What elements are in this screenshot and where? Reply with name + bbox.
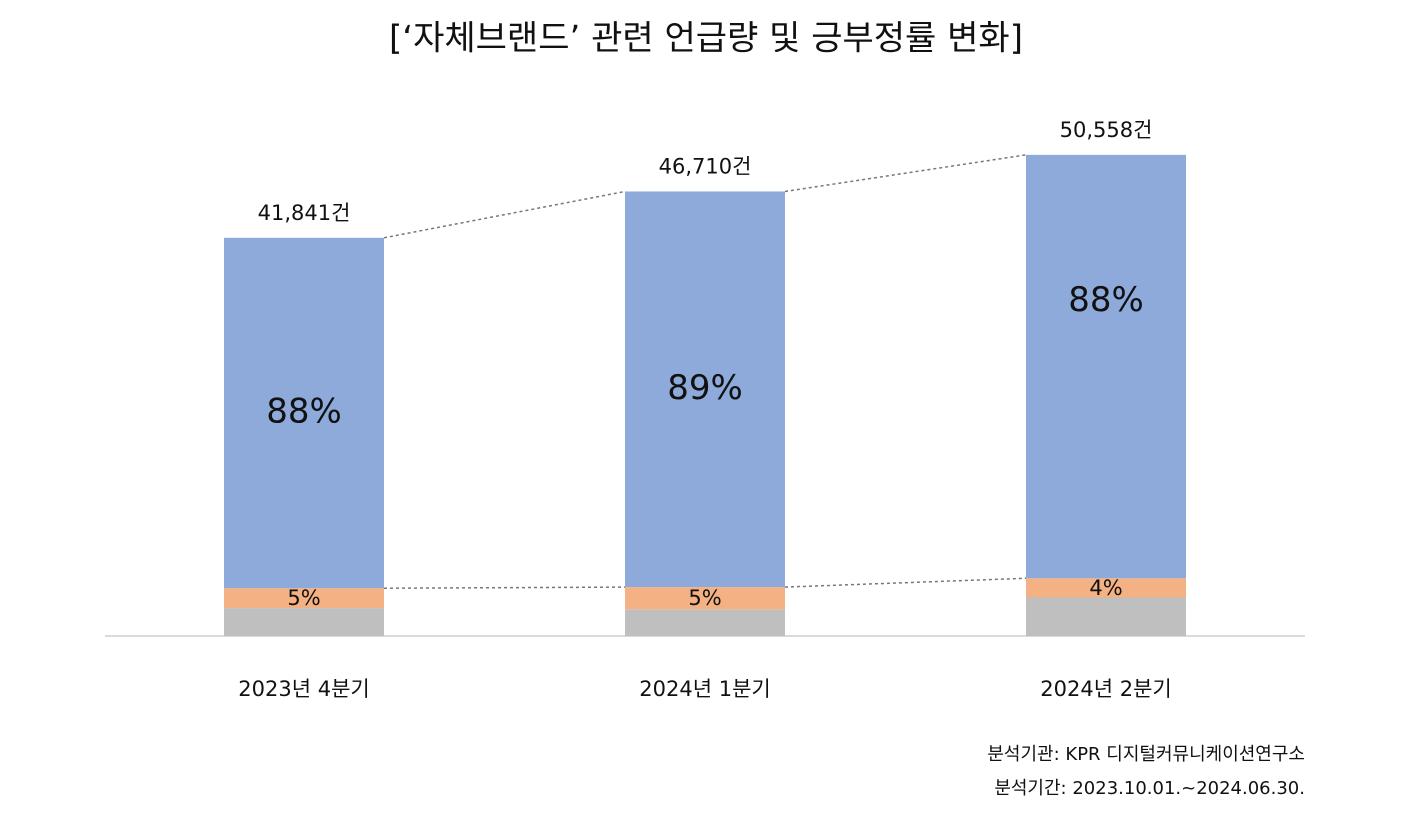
x-tick-label: 2024년 2분기 bbox=[1040, 677, 1171, 701]
total-label: 46,710건 bbox=[659, 154, 752, 178]
chart-title: [‘자체브랜드’ 관련 언급량 및 긍부정률 변화] bbox=[389, 19, 1023, 59]
bar-segment bbox=[1026, 597, 1186, 636]
data-label: 89% bbox=[667, 368, 743, 408]
connector bbox=[383, 586, 626, 589]
data-label: 5% bbox=[287, 586, 320, 610]
data-label: 5% bbox=[688, 586, 721, 610]
data-label: 4% bbox=[1089, 576, 1122, 600]
bar-segment bbox=[625, 191, 785, 588]
bar-segment bbox=[224, 608, 384, 636]
bar-segment bbox=[625, 587, 785, 610]
connector bbox=[784, 577, 1027, 588]
total-label: 41,841건 bbox=[258, 201, 351, 225]
x-tick-label: 2023년 4분기 bbox=[238, 677, 369, 701]
bar-segment bbox=[1026, 154, 1186, 579]
bar-segment bbox=[224, 237, 384, 589]
bar-segment bbox=[625, 609, 785, 636]
connector bbox=[383, 190, 626, 239]
note: 분석기관: KPR 디지털커뮤니케이션연구소 bbox=[987, 744, 1305, 765]
bar-segment bbox=[224, 588, 384, 609]
connector bbox=[784, 154, 1027, 193]
data-label: 88% bbox=[266, 392, 342, 432]
x-tick-label: 2024년 1분기 bbox=[639, 677, 770, 701]
note: 분석기간: 2023.10.01.~2024.06.30. bbox=[994, 778, 1305, 799]
total-label: 50,558건 bbox=[1060, 118, 1153, 142]
data-label: 88% bbox=[1068, 280, 1144, 320]
bar-segment bbox=[1026, 578, 1186, 598]
